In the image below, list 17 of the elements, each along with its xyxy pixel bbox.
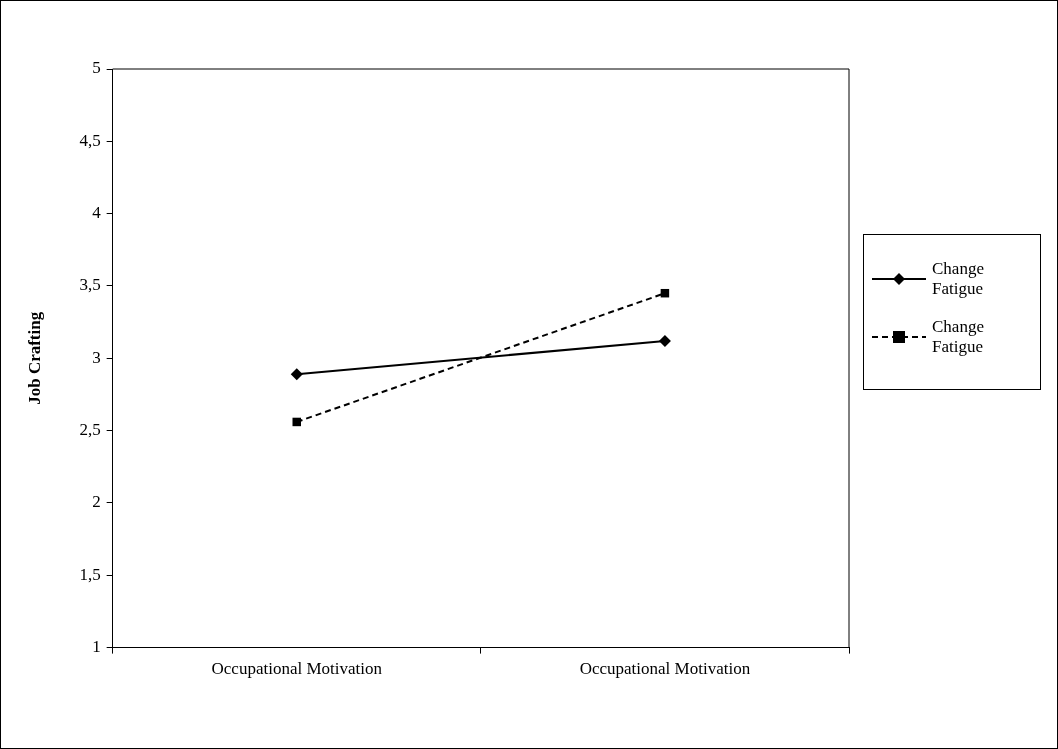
y-tick-label: 4 — [92, 203, 102, 223]
y-tick-label: 3 — [92, 347, 101, 367]
point — [292, 417, 301, 427]
y-tick-label: 4,5 — [79, 130, 101, 150]
y-tick-label: 3,5 — [79, 275, 101, 295]
x-tick-label: Occupational Motivation — [211, 659, 383, 679]
y-tick-label: 1,5 — [79, 564, 101, 584]
legend-label: Change Fatigue — [932, 317, 985, 357]
y-tick-label: 1 — [92, 637, 101, 657]
y-tick-label: 5 — [92, 58, 101, 78]
y-tick-label: 2 — [92, 492, 101, 512]
x-tick-label: Occupational Motivation — [579, 659, 751, 679]
point — [290, 368, 303, 381]
y-axis-title: Job Crafting — [24, 311, 44, 405]
point — [658, 334, 671, 347]
y-tick-label: 2,5 — [79, 420, 101, 440]
legend-label: Change Fatigue — [932, 259, 985, 299]
